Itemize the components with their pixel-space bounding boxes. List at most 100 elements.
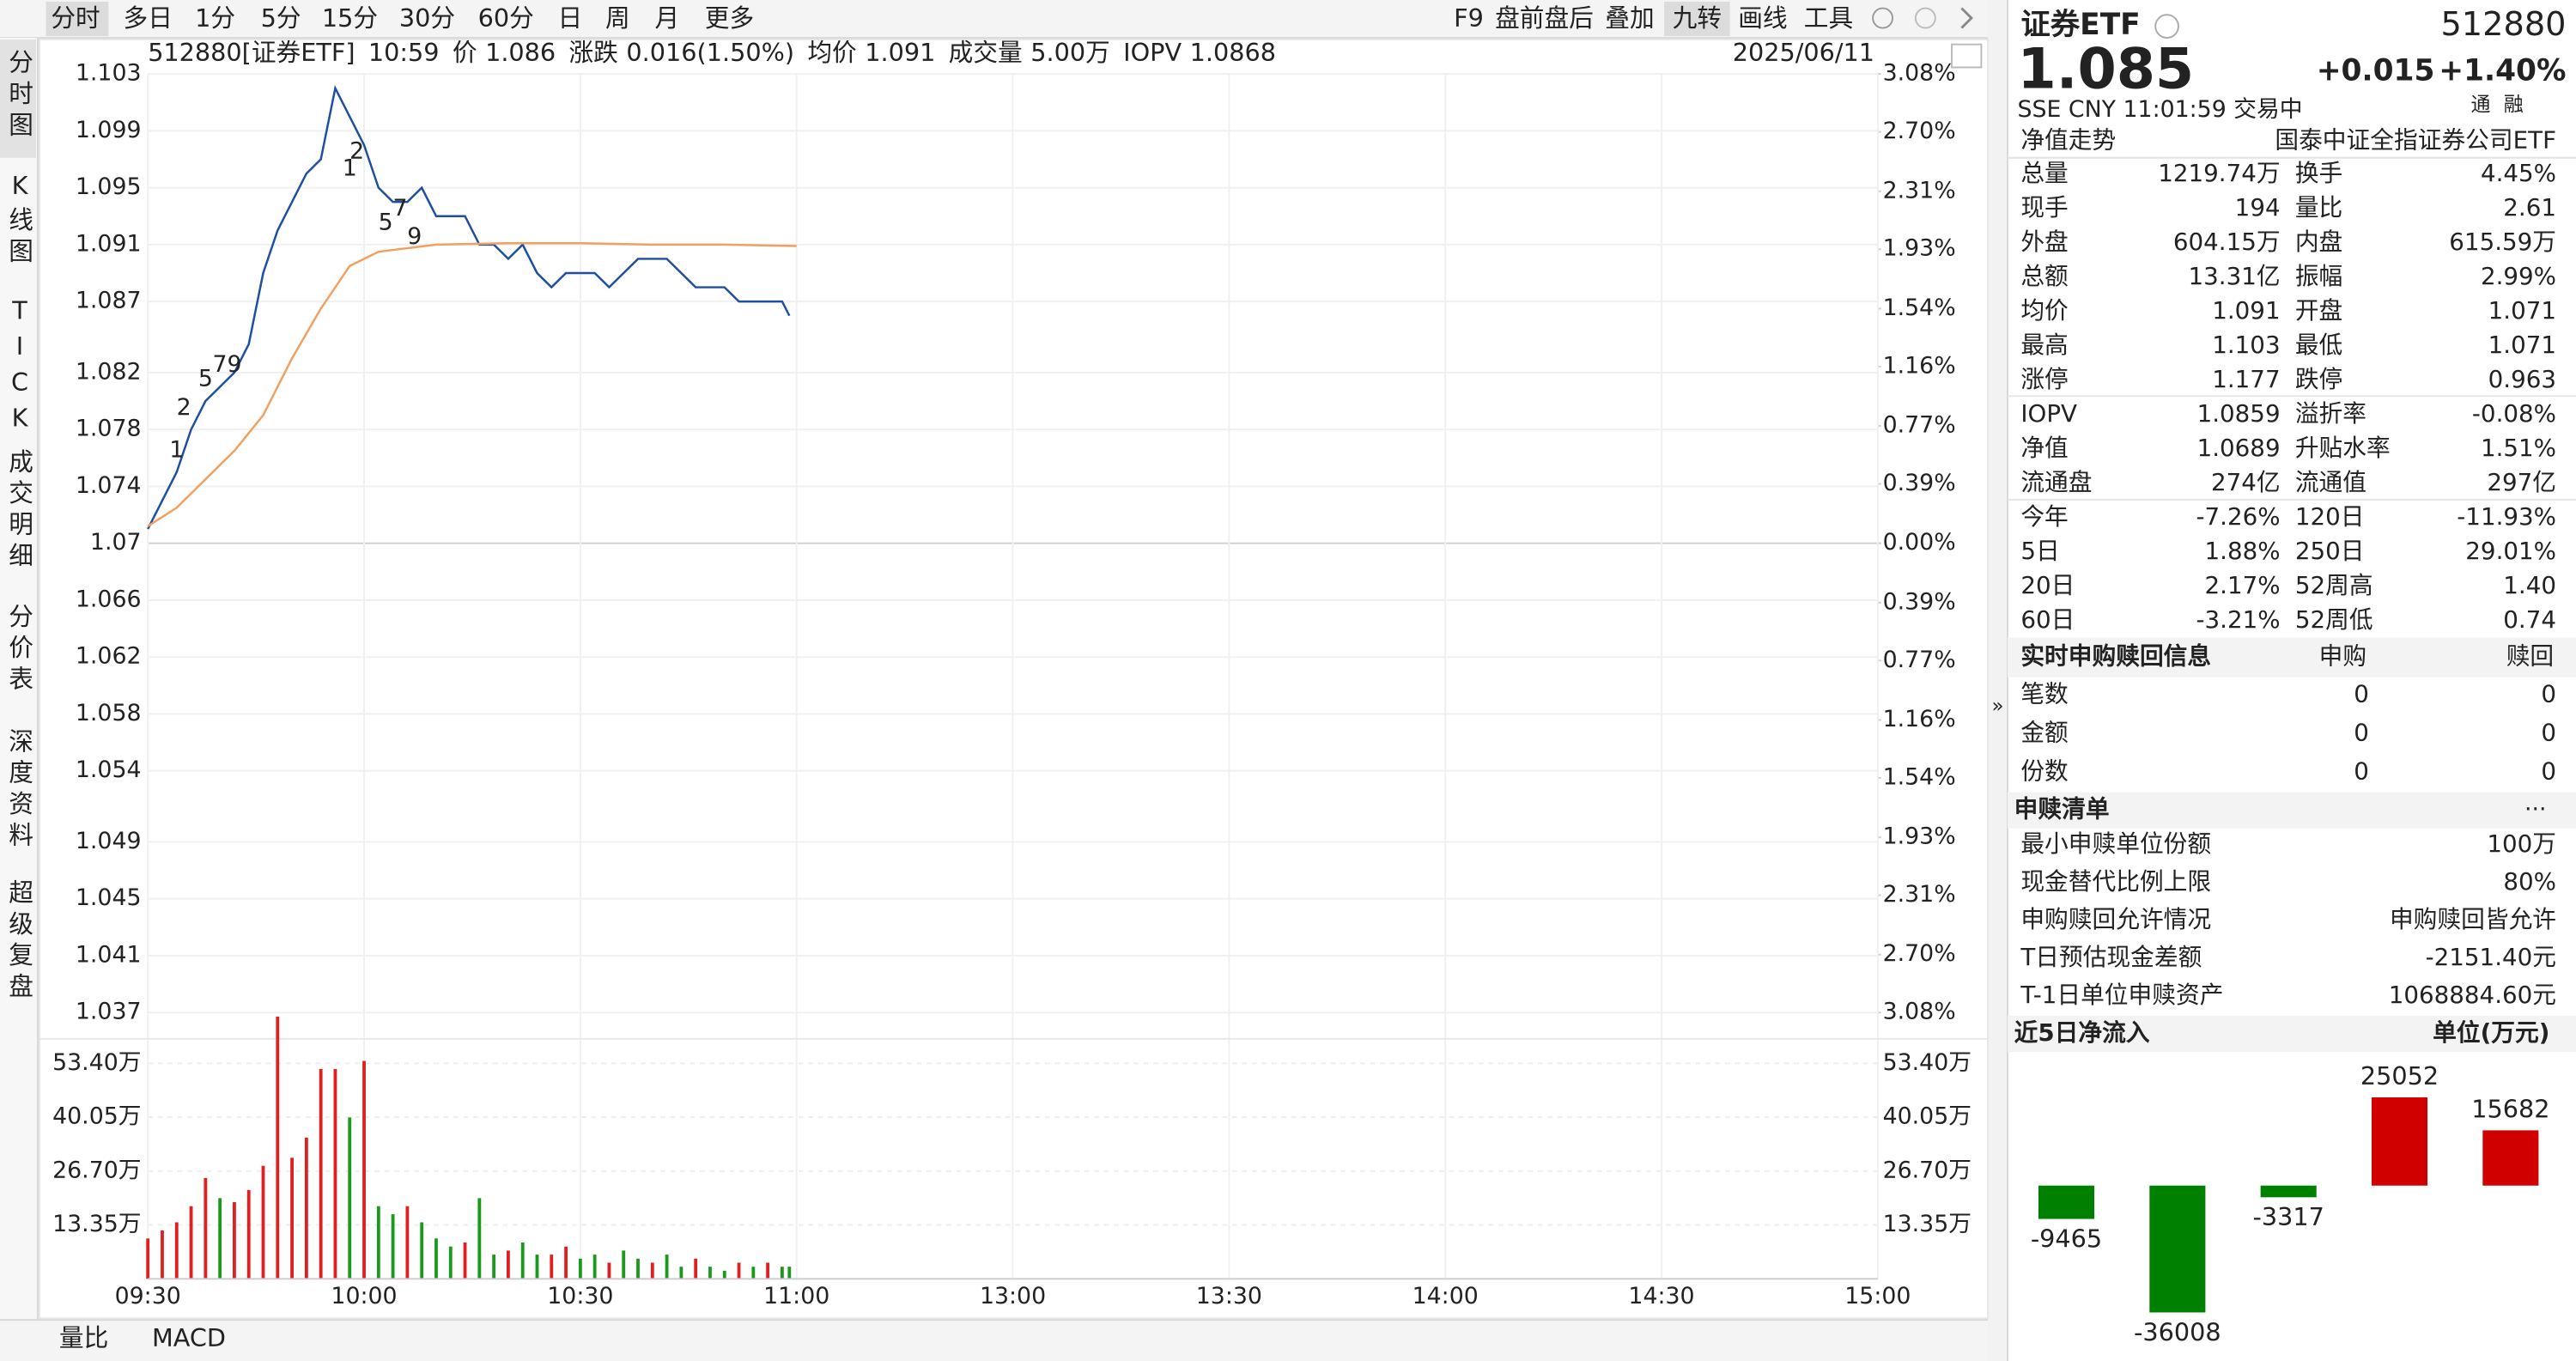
y-tick-label: 1.058 xyxy=(76,700,142,726)
volume-bar xyxy=(780,1267,784,1279)
list-value: 申购赎回皆允许 xyxy=(2390,905,2556,933)
stat-label: 流通值 xyxy=(2295,468,2366,496)
splitter-arrow[interactable]: » xyxy=(1992,696,2004,718)
stat-value: 1219.74万 xyxy=(2158,159,2280,187)
stat-label: 最高 xyxy=(2020,331,2068,359)
bottom-tab[interactable]: 量比 xyxy=(59,1323,108,1352)
stat-value: 1.40 xyxy=(2503,571,2556,599)
y2-tick-label: 1.16% xyxy=(1883,352,1956,379)
stat-value: 0.963 xyxy=(2488,365,2556,393)
sidebar-item[interactable]: 分价表 xyxy=(5,604,34,697)
y2-tick-label: 1.54% xyxy=(1883,295,1956,321)
sidebar-item[interactable]: 分时图 xyxy=(5,49,34,143)
stat-label: 均价 xyxy=(2020,296,2068,325)
volume-bar xyxy=(636,1258,640,1279)
y-tick-label: 1.049 xyxy=(76,828,142,854)
y2-tick-label: 1.54% xyxy=(1883,763,1956,790)
toolbar-tool[interactable]: 九转 xyxy=(1673,3,1722,33)
stat-label: 今年 xyxy=(2020,502,2068,531)
list-label: 最小申赎单位份额 xyxy=(2020,829,2211,858)
next-icon[interactable] xyxy=(1960,7,1973,29)
help-icon[interactable] xyxy=(1914,7,1936,29)
nav-label[interactable]: 净值走势 xyxy=(2020,126,2116,155)
toolbar-tool[interactable]: 叠加 xyxy=(1605,3,1654,33)
volume-bar xyxy=(492,1255,496,1279)
stat-label: IOPV xyxy=(2020,399,2077,428)
flow-header-bg xyxy=(2008,1016,2576,1053)
stat-label: 流通盘 xyxy=(2020,468,2092,496)
stat-value: 2.17% xyxy=(2205,571,2281,599)
toolbar-tab[interactable]: 日 xyxy=(558,3,583,33)
sidebar-item[interactable]: TICK xyxy=(5,296,34,440)
y-tick-label: 1.054 xyxy=(76,756,142,783)
volume-bar xyxy=(246,1189,251,1279)
volume-bar xyxy=(290,1157,294,1279)
toolbar-tool[interactable]: 画线 xyxy=(1738,3,1787,33)
volume-bar xyxy=(708,1267,712,1279)
volume-bar xyxy=(189,1206,193,1279)
realtime-value: 0 xyxy=(2354,680,2369,708)
volume-bar xyxy=(737,1262,741,1279)
y2-tick-label: 1.16% xyxy=(1883,706,1956,732)
volume-bar xyxy=(665,1255,669,1279)
sidebar-active xyxy=(0,39,37,158)
stat-label: 250日 xyxy=(2295,537,2365,565)
sidebar-item[interactable]: K线图 xyxy=(5,171,34,269)
volume-bar xyxy=(694,1258,698,1279)
stat-value: 1.0689 xyxy=(2197,434,2281,462)
info-price-label: 价 xyxy=(453,38,477,67)
bottom-tab[interactable]: MACD xyxy=(152,1323,226,1352)
settings-icon[interactable] xyxy=(1872,7,1894,29)
section-more[interactable]: ··· xyxy=(2524,796,2547,823)
volume-bar xyxy=(218,1198,222,1279)
info-icon[interactable] xyxy=(2154,14,2179,39)
toolbar-tool[interactable]: 盘前盘后 xyxy=(1495,3,1594,33)
sidebar-item[interactable]: 超级复盘 xyxy=(5,879,34,1004)
info-iopv: 1.0868 xyxy=(1190,38,1276,67)
realtime-value: 0 xyxy=(2541,680,2556,708)
sidebar-bg xyxy=(0,38,39,1321)
sidebar-item[interactable]: 成交明细 xyxy=(5,449,34,574)
y2-tick-label: 26.70万 xyxy=(1883,1157,1971,1183)
toolbar-tab[interactable]: 5分 xyxy=(261,3,301,33)
toolbar-tool[interactable]: F9 xyxy=(1454,3,1484,33)
list-header-bg xyxy=(2008,792,2576,829)
stat-label: 量比 xyxy=(2295,193,2342,222)
toolbar-tab[interactable]: 15分 xyxy=(322,3,378,33)
toolbar-tab[interactable]: 30分 xyxy=(399,3,455,33)
stat-label: 换手 xyxy=(2295,159,2342,187)
volume-bar xyxy=(679,1267,683,1279)
y-tick-label: 1.037 xyxy=(76,999,142,1025)
stat-value: 0.74 xyxy=(2503,605,2556,634)
stat-label: 总量 xyxy=(2020,159,2068,187)
volume-bar xyxy=(405,1206,410,1279)
volume-bar xyxy=(477,1198,482,1279)
list-value: 1068884.60元 xyxy=(2389,981,2556,1009)
toolbar-tool[interactable]: 工具 xyxy=(1804,3,1853,33)
x-tick-label: 10:30 xyxy=(547,1283,613,1309)
stat-value: 29.01% xyxy=(2465,537,2556,565)
sidebar-item[interactable]: 深度资料 xyxy=(5,728,34,853)
flow-bar xyxy=(2482,1130,2539,1186)
toolbar-tab[interactable]: 更多 xyxy=(705,3,754,33)
toolbar-tab[interactable]: 60分 xyxy=(478,3,534,33)
toolbar-tab[interactable]: 分时 xyxy=(51,3,100,33)
y-tick-label: 26.70万 xyxy=(52,1157,141,1183)
price-line xyxy=(147,241,797,527)
volume-bar xyxy=(146,1238,150,1279)
toolbar-tab[interactable]: 多日 xyxy=(124,3,173,33)
splitter[interactable] xyxy=(1988,0,2008,1361)
stat-value: 274亿 xyxy=(2211,468,2281,496)
x-tick-label: 13:00 xyxy=(980,1283,1046,1309)
stat-label: 5日 xyxy=(2020,537,2059,565)
toolbar-tab[interactable]: 1分 xyxy=(195,3,235,33)
toolbar-tab[interactable]: 月 xyxy=(654,3,679,33)
volume-bar xyxy=(261,1165,265,1279)
volume-bar xyxy=(391,1214,395,1279)
realtime-value: 0 xyxy=(2354,719,2369,747)
stat-label: 振幅 xyxy=(2295,262,2342,290)
stat-label: 外盘 xyxy=(2020,228,2068,256)
stat-value: 1.071 xyxy=(2488,296,2556,325)
toolbar-tab[interactable]: 周 xyxy=(605,3,630,33)
